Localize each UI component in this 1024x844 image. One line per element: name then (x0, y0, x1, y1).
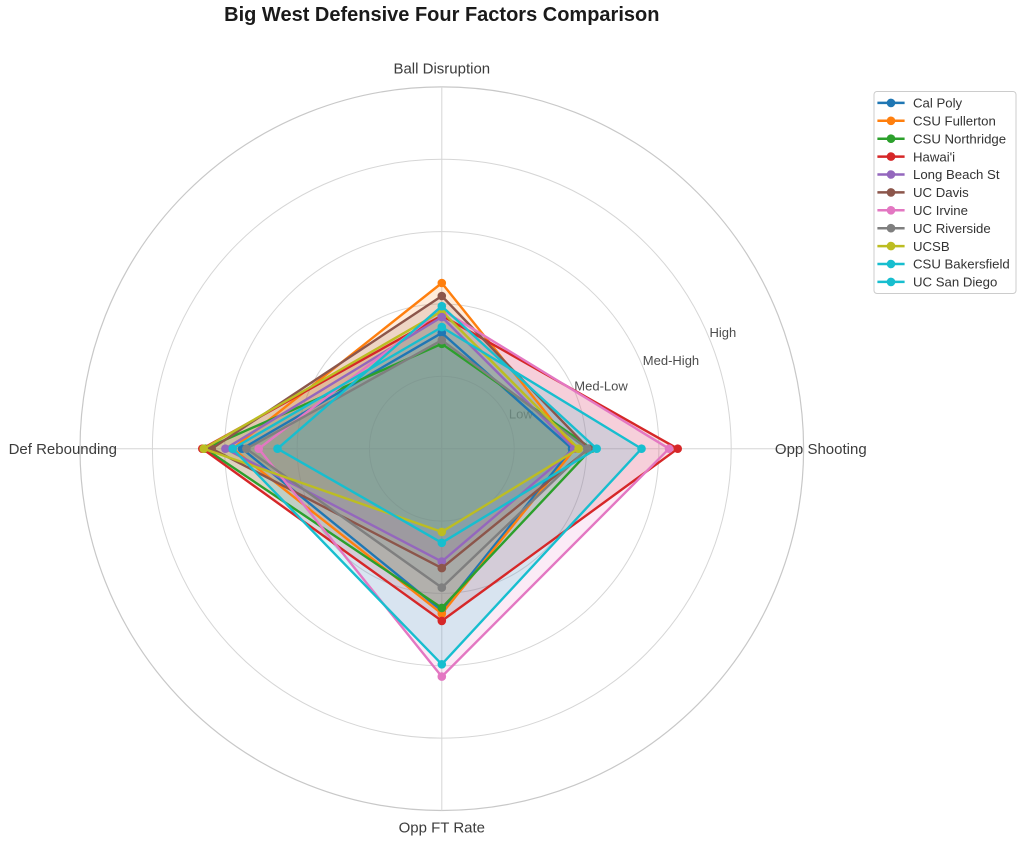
svg-text:Hawai'i: Hawai'i (913, 149, 955, 164)
svg-text:CSU Bakersfield: CSU Bakersfield (913, 257, 1010, 272)
svg-text:UCSB: UCSB (913, 239, 950, 254)
svg-text:Opp Shooting: Opp Shooting (775, 441, 867, 458)
svg-text:High: High (710, 325, 737, 340)
svg-text:UC San Diego: UC San Diego (913, 275, 997, 290)
svg-text:Ball Disruption: Ball Disruption (393, 61, 490, 78)
svg-text:CSU Fullerton: CSU Fullerton (913, 114, 996, 129)
svg-text:Long Beach St: Long Beach St (913, 167, 1000, 182)
svg-text:Cal Poly: Cal Poly (913, 96, 963, 111)
svg-text:Med-High: Med-High (643, 353, 699, 368)
svg-text:Def Rebounding: Def Rebounding (9, 441, 117, 458)
svg-text:UC Davis: UC Davis (913, 185, 969, 200)
svg-text:CSU Northridge: CSU Northridge (913, 131, 1006, 146)
svg-text:UC Riverside: UC Riverside (913, 221, 991, 236)
svg-text:Med-Low: Med-Low (574, 378, 628, 393)
svg-text:UC Irvine: UC Irvine (913, 203, 968, 218)
svg-text:Opp FT Rate: Opp FT Rate (399, 820, 485, 837)
svg-text:Big West Defensive Four Factor: Big West Defensive Four Factors Comparis… (224, 4, 659, 26)
